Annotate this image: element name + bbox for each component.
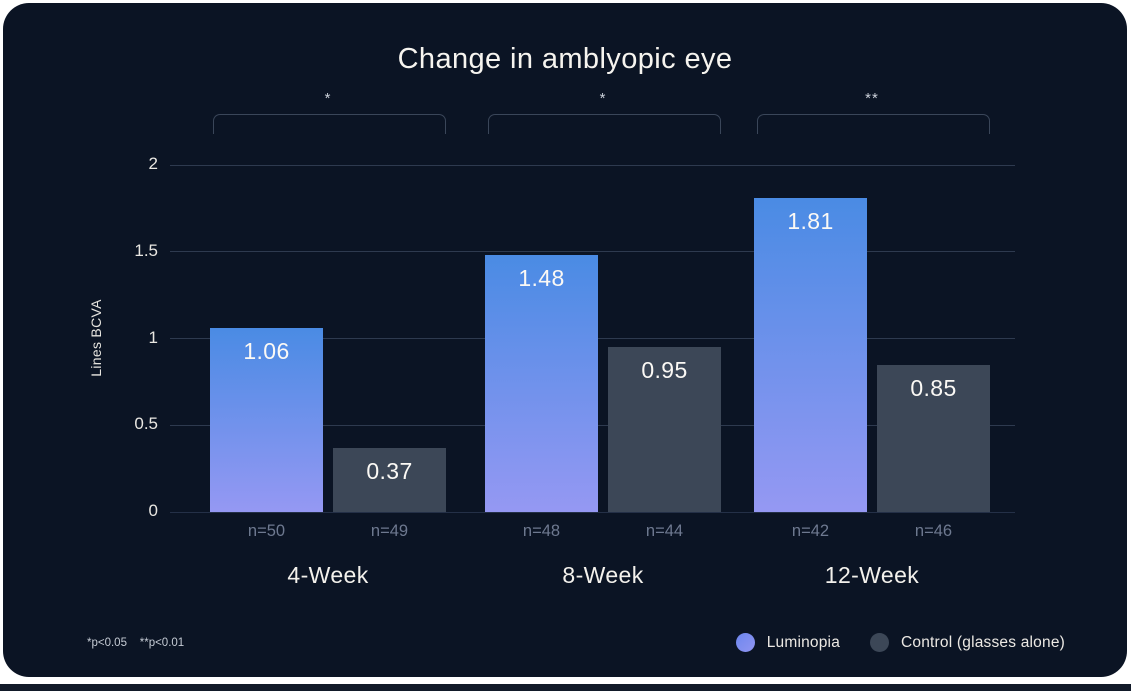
bar-value-label: 0.37: [366, 457, 413, 484]
y-tick-label: 2: [148, 154, 158, 173]
significance-stars-12-week: **: [865, 90, 879, 107]
category-label-4-week: 4-Week: [287, 562, 369, 588]
bar-n-label: n=42: [791, 522, 830, 540]
bar-control-glasses-alone-4-week: 0.37: [333, 447, 446, 512]
gridline: [170, 164, 1015, 166]
bar-value-label: 0.95: [641, 357, 688, 384]
bar-control-glasses-alone-8-week: 0.95: [608, 347, 721, 512]
bar-value-label: 1.81: [787, 207, 834, 234]
y-tick-label: 1.5: [134, 240, 158, 260]
bar-n-label: n=50: [247, 522, 286, 540]
legend-item-control-glasses-alone: Control (glasses alone): [870, 633, 1065, 652]
bar-value-label: 0.85: [910, 374, 957, 401]
bar-value-label: 1.06: [243, 338, 290, 365]
significance-bracket-4-week: [213, 114, 446, 134]
y-tick-label: 0: [148, 501, 158, 520]
chart-title: Change in amblyopic eye: [397, 43, 733, 75]
plot-area: 0 0.5 1 1.5 2 1.06 n=50 0.37 n=49 4-Week * 1.48 n=48…: [134, 90, 1015, 588]
bar-n-label: n=48: [522, 522, 561, 540]
bar-luminopia-8-week: 1.48: [485, 255, 598, 512]
footnote-significance-key: *p<0.05 **p<0.01: [87, 637, 185, 649]
legend-item-luminopia: Luminopia: [735, 633, 841, 652]
bar-luminopia-12-week: 1.81: [754, 197, 867, 512]
bar-luminopia-4-week: 1.06: [210, 328, 323, 512]
significance-bracket-8-week: [488, 114, 721, 134]
gridline: [170, 511, 1015, 513]
significance-stars-8-week: *: [599, 90, 607, 107]
bar-n-label: n=49: [370, 522, 409, 540]
next-section-edge: [0, 684, 1131, 691]
bar-control-glasses-alone-12-week: 0.85: [877, 364, 990, 512]
legend-label: Luminopia: [766, 633, 841, 651]
gridline: [170, 251, 1015, 253]
legend: Luminopia Control (glasses alone): [735, 633, 1065, 652]
y-tick-label: 1: [148, 327, 158, 347]
chart-card: Change in amblyopic eye Lines BCVA 0 0.5 1…: [3, 3, 1127, 691]
bar-n-label: n=44: [645, 522, 684, 540]
category-label-8-week: 8-Week: [562, 562, 644, 588]
bar-value-label: 1.48: [518, 265, 565, 292]
legend-swatch-luminopia: [735, 633, 755, 652]
footnotes: *p<0.05 **p<0.01 Primary endpoint at 12 …: [87, 605, 337, 691]
legend-swatch-control-glasses-alone: [870, 633, 890, 652]
y-tick-label: 0.5: [134, 414, 158, 434]
legend-label: Control (glasses alone): [901, 633, 1065, 651]
significance-bracket-12-week: [757, 114, 990, 134]
category-label-12-week: 12-Week: [824, 562, 920, 588]
significance-stars-4-week: *: [324, 90, 332, 107]
bar-n-label: n=46: [914, 522, 953, 540]
